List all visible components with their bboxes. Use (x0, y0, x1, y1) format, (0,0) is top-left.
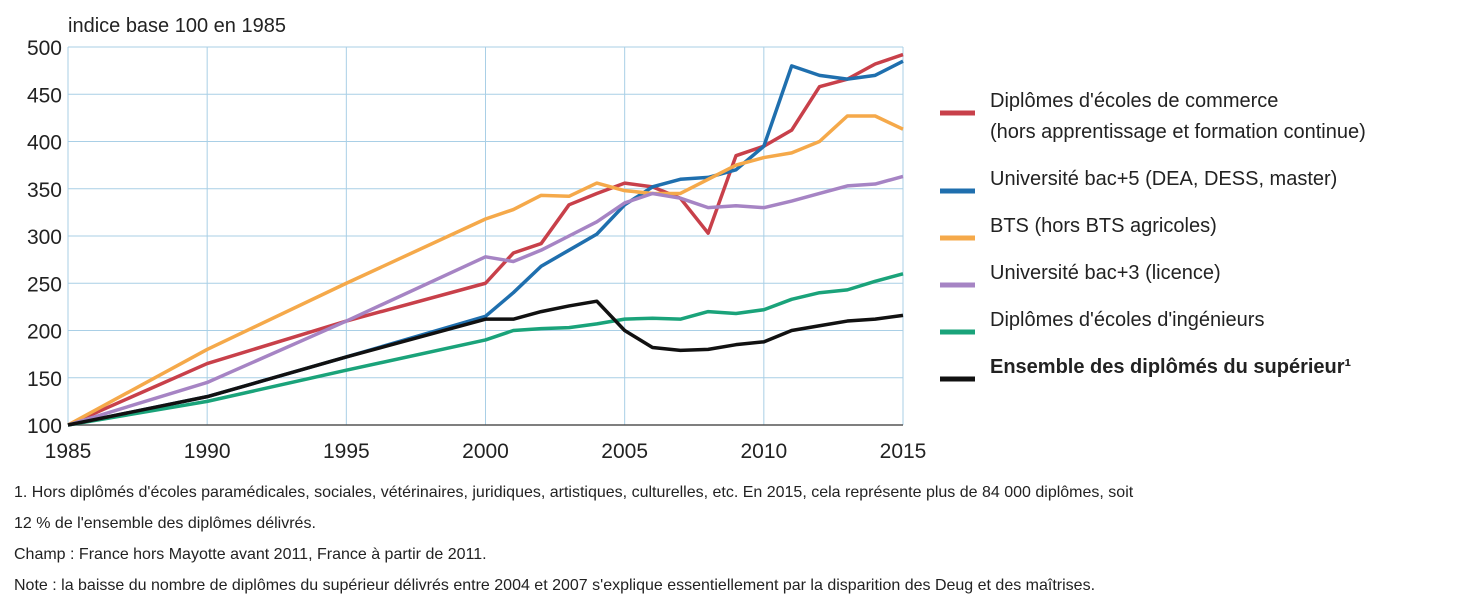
y-tick-label: 200 (27, 321, 62, 344)
series-line (67, 59, 904, 427)
x-tick-label: 1995 (323, 440, 370, 463)
y-tick-label: 350 (27, 179, 62, 202)
footnote: Note : la baisse du nombre de diplômes d… (14, 577, 1095, 594)
x-tick-label: 2005 (601, 440, 648, 463)
legend-label: Université bac+3 (licence) (990, 262, 1221, 284)
x-tick-label: 1985 (45, 440, 92, 463)
x-tick-label: 2010 (740, 440, 787, 463)
y-tick-label: 250 (27, 273, 62, 296)
y-tick-label: 400 (27, 132, 62, 155)
legend-label: BTS (hors BTS agricoles) (990, 215, 1217, 237)
series-line (67, 174, 904, 427)
footnote: 1. Hors diplômés d'écoles paramédicales,… (14, 484, 1134, 501)
legend-label: Diplômes d'écoles d'ingénieurs (990, 309, 1264, 331)
x-tick-label: 2015 (880, 440, 927, 463)
series-line (67, 272, 904, 427)
y-tick-label: 150 (27, 368, 62, 391)
legend-label: Université bac+5 (DEA, DESS, master) (990, 168, 1337, 190)
x-tick-label: 2000 (462, 440, 509, 463)
y-axis-label: indice base 100 en 1985 (68, 15, 286, 37)
y-tick-label: 300 (27, 226, 62, 249)
y-tick-label: 100 (27, 415, 62, 438)
x-tick-label: 1990 (184, 440, 231, 463)
y-tick-label: 500 (27, 37, 62, 60)
series-line (67, 299, 904, 427)
y-tick-label: 450 (27, 84, 62, 107)
footnote: Champ : France hors Mayotte avant 2011, … (14, 546, 487, 563)
legend-label: Diplômes d'écoles de commerce (hors appr… (990, 90, 1366, 143)
legend-label: Ensemble des diplômés du supérieur¹ (990, 356, 1352, 378)
footnote: 12 % de l'ensemble des diplômes délivrés… (14, 515, 316, 532)
